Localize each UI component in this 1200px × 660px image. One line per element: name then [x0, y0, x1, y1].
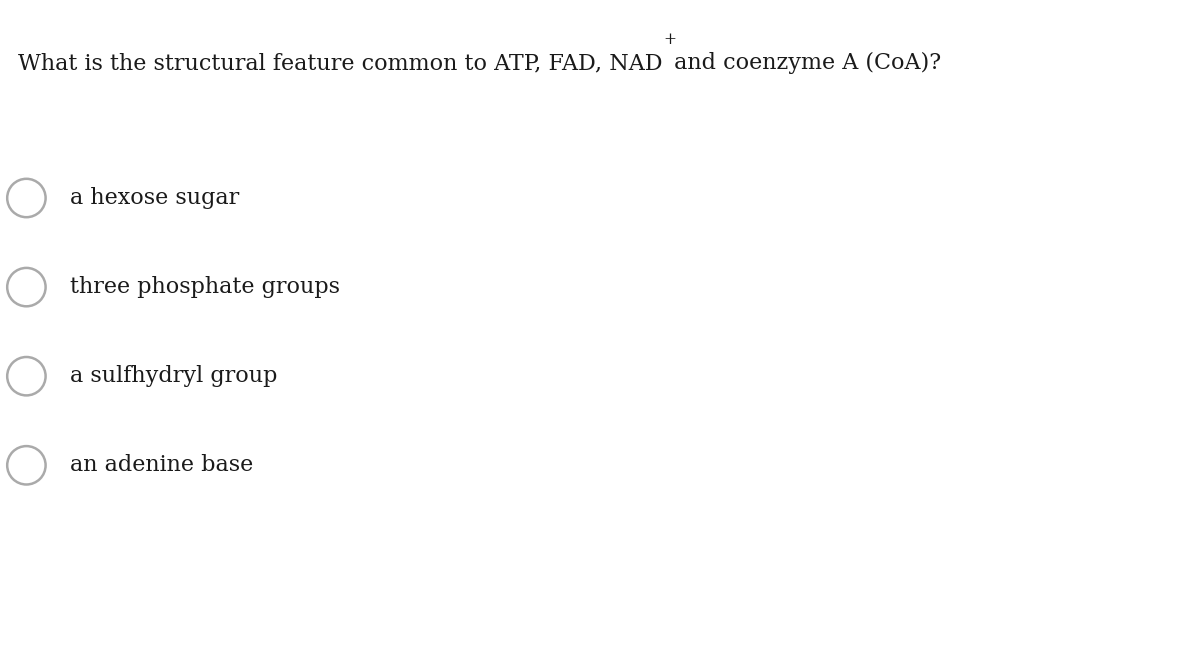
Text: and coenzyme A (CoA)?: and coenzyme A (CoA)? [667, 52, 941, 75]
Text: an adenine base: an adenine base [70, 454, 253, 477]
Text: three phosphate groups: three phosphate groups [70, 276, 340, 298]
Text: +: + [664, 31, 677, 48]
Text: a hexose sugar: a hexose sugar [70, 187, 239, 209]
Text: a sulfhydryl group: a sulfhydryl group [70, 365, 277, 387]
Text: What is the structural feature common to ATP, FAD, NAD: What is the structural feature common to… [18, 52, 662, 75]
